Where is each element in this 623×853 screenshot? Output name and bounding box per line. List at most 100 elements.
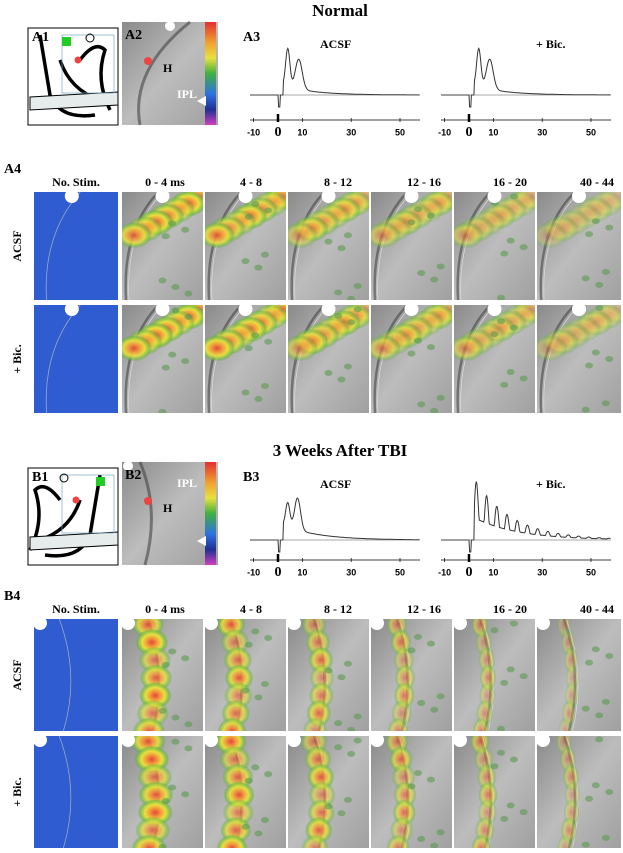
activity-spot xyxy=(171,738,180,745)
activity xyxy=(454,222,484,249)
marker xyxy=(572,192,586,203)
image xyxy=(454,192,535,300)
activity-spot xyxy=(334,312,343,319)
activity-spot xyxy=(430,407,439,413)
activity xyxy=(472,717,490,731)
time-tick-label: -10 xyxy=(247,127,260,137)
activity-spot xyxy=(353,306,362,313)
activity-spot xyxy=(244,345,253,352)
activity-spot xyxy=(324,803,333,810)
activity-spot xyxy=(496,318,505,325)
activity xyxy=(288,335,318,362)
activity-spot xyxy=(347,750,356,757)
activity-spot xyxy=(184,721,193,728)
activity-spot xyxy=(500,381,509,388)
image xyxy=(205,619,286,731)
image xyxy=(34,619,118,731)
column-header: 40 - 44 xyxy=(580,602,614,616)
activity-spot xyxy=(500,250,509,257)
marker xyxy=(537,736,550,747)
time-tick-label: 30 xyxy=(346,567,356,577)
activity-spot xyxy=(519,673,528,680)
activity-spot xyxy=(591,349,600,356)
column-header: 12 - 16 xyxy=(407,602,441,616)
image-label: H xyxy=(163,501,173,515)
activity-spot xyxy=(158,707,167,714)
marker xyxy=(487,305,502,316)
activity xyxy=(302,717,328,731)
image-label: IPL xyxy=(177,87,197,101)
activity-spot xyxy=(264,338,273,345)
activity-spot xyxy=(519,375,528,382)
activity-spot xyxy=(490,627,499,634)
activity xyxy=(205,222,235,249)
activity-spot xyxy=(324,370,333,377)
activity-spot xyxy=(184,290,193,297)
activity-spot xyxy=(591,218,600,225)
activity-spot xyxy=(337,376,346,383)
activity-spot xyxy=(407,647,416,654)
activity-spot xyxy=(343,363,352,370)
activity-spot xyxy=(347,295,356,300)
image xyxy=(537,736,621,848)
time-tick-label: 0 xyxy=(466,565,473,580)
activity-spot xyxy=(581,841,590,848)
panel-label: A1 xyxy=(32,30,49,45)
color-bar xyxy=(205,22,216,125)
activity-spot xyxy=(496,294,505,300)
activity-spot xyxy=(260,817,269,823)
activity-spot xyxy=(605,224,614,231)
time-tick-label: 50 xyxy=(395,127,405,137)
trace xyxy=(441,47,611,108)
activity-spot xyxy=(595,712,604,719)
activity-spot xyxy=(413,206,422,213)
marker xyxy=(572,305,586,316)
activity-spot xyxy=(171,714,180,721)
time-tick-label: 0 xyxy=(275,125,282,140)
activity-spot xyxy=(334,744,343,751)
activity-spot xyxy=(509,756,518,763)
activity-spot xyxy=(343,232,352,239)
activity xyxy=(537,335,569,362)
no-stim-image xyxy=(34,305,118,413)
image xyxy=(371,619,452,731)
activity-spot xyxy=(353,713,362,720)
column-header: 40 - 44 xyxy=(580,175,614,189)
activity-spot xyxy=(506,666,515,673)
activity-spot xyxy=(407,219,416,226)
activity-spot xyxy=(601,400,610,407)
activity-spot xyxy=(413,769,422,776)
activity-spot xyxy=(353,737,362,744)
image xyxy=(371,736,452,848)
activity-spot xyxy=(601,268,610,275)
row-label: ACSF xyxy=(10,230,24,261)
activity-spot xyxy=(430,276,439,283)
activity-spot xyxy=(181,226,190,233)
activity-spot xyxy=(241,687,250,694)
image xyxy=(288,736,369,848)
color-bar xyxy=(205,462,216,565)
marker xyxy=(487,192,502,203)
overview-layer xyxy=(137,20,191,126)
section-title: Normal xyxy=(312,1,368,20)
activity-spot xyxy=(407,350,416,357)
panel-label: A3 xyxy=(243,30,260,45)
image xyxy=(288,192,369,300)
record-site xyxy=(72,496,80,504)
marker xyxy=(155,192,170,203)
marker xyxy=(321,305,336,316)
row-label: + Bic. xyxy=(10,777,24,807)
activity-spot xyxy=(605,356,614,362)
time-tick-label: 10 xyxy=(297,567,307,577)
activity xyxy=(387,717,409,731)
activity-spot xyxy=(251,200,260,207)
column-header: 8 - 12 xyxy=(324,602,352,616)
activity-spot xyxy=(500,679,509,686)
activity-spot xyxy=(605,789,614,795)
activity-spot xyxy=(181,655,190,662)
marker xyxy=(371,736,384,747)
activity-spot xyxy=(407,783,416,790)
image xyxy=(537,192,621,300)
activity-spot xyxy=(519,809,528,816)
